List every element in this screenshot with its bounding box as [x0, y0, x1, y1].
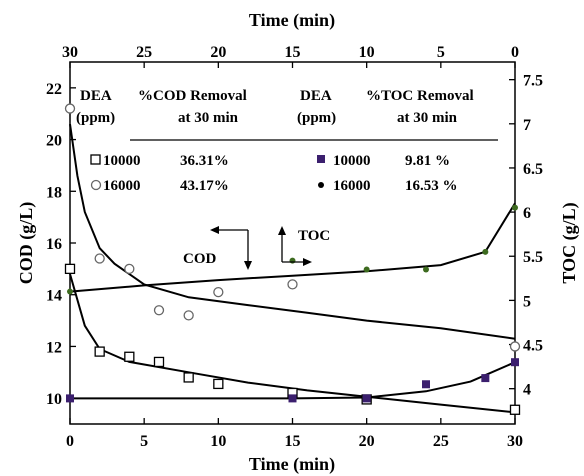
legend-filled-square-icon [317, 155, 325, 163]
arrow-left-icon [210, 226, 219, 234]
arrow-right-icon [303, 258, 312, 266]
cod-arrow-label: COD [183, 251, 217, 267]
y-right-tick-label: 4.5 [523, 338, 543, 355]
header-cod-removal-line1: %COD Removal [138, 88, 247, 104]
cod-axis-indicator: COD [183, 226, 252, 270]
data-point-toc-16000 [67, 288, 73, 295]
y-left-tick-label: 18 [46, 184, 62, 201]
x-bottom-tick-label: 5 [140, 433, 148, 450]
toc-pct-row1: 9.81 % [405, 153, 450, 169]
fit-curves [69, 123, 516, 414]
y-right-tick-label: 7.5 [523, 73, 543, 90]
header-toc-removal-line1: %TOC Removal [366, 88, 474, 104]
data-point-cod-16000 [287, 279, 298, 290]
data-point-cod-10000 [64, 263, 76, 275]
y-left-tick-label: 16 [46, 236, 62, 253]
data-point-toc-10000 [422, 380, 430, 389]
header-dea-toc-line1: DEA [300, 88, 332, 104]
y-left-tick-label: 20 [46, 133, 62, 150]
data-point-toc-10000 [66, 394, 74, 403]
y-left-tick-label: 10 [46, 391, 62, 408]
cod-pct-row2: 43.17% [180, 178, 229, 194]
header-toc-removal-line2: at 30 min [397, 110, 458, 126]
x-top-tick-label: 5 [437, 44, 445, 61]
data-point-toc-10000 [481, 374, 490, 383]
data-point-cod-16000 [213, 286, 224, 298]
x-bottom-axis-title: Time (min) [249, 454, 335, 475]
x-bottom-tick-label: 30 [507, 433, 523, 450]
x-bottom-tick-label: 15 [285, 433, 301, 450]
data-point-toc-16000 [512, 204, 518, 211]
data-point-toc-16000 [423, 266, 429, 273]
data-point-cod-16000 [509, 341, 521, 352]
y-left-tick-label: 12 [46, 339, 62, 356]
y-right-axis-title: TOC (g/L) [559, 202, 580, 283]
cod-dea-row1: 10000 [103, 153, 141, 169]
fit-curve-toc-16000 [69, 202, 516, 293]
y-right-tick-label: 5 [523, 293, 531, 310]
toc-dea-row2: 16000 [333, 178, 371, 194]
y-left-tick-label: 14 [46, 288, 62, 305]
legend-table: DEA (ppm) %COD Removal at 30 min DEA (pp… [76, 88, 498, 194]
toc-dea-row1: 10000 [333, 153, 371, 169]
x-top-tick-label: 15 [285, 44, 301, 61]
cod-pct-row1: 36.31% [180, 153, 229, 169]
data-point-toc-10000 [511, 358, 519, 367]
data-point-cod-16000 [124, 263, 135, 275]
data-points [64, 103, 521, 415]
toc-pct-row2: 16.53 % [405, 178, 458, 194]
fit-curve-cod-10000 [69, 273, 516, 414]
header-dea-cod-line1: DEA [80, 88, 112, 104]
legend-open-circle-icon [90, 179, 102, 191]
y-left-axis-title: COD (g/L) [16, 202, 37, 285]
x-top-tick-label: 30 [62, 44, 78, 61]
y-right-tick-label: 5.5 [523, 249, 543, 266]
data-point-cod-16000 [94, 253, 105, 264]
x-bottom-tick-label: 10 [210, 433, 226, 450]
y-right-tick-label: 6 [523, 205, 531, 222]
x-bottom-tick-label: 0 [66, 433, 74, 450]
header-dea-toc-line2: (ppm) [297, 110, 336, 126]
toc-arrow-label: TOC [298, 228, 330, 244]
data-point-cod-10000 [183, 372, 194, 383]
y-left-tick-label: 22 [46, 81, 62, 98]
axis-ticks: 0 5 10 15 20 25 30 30 25 20 15 10 5 0 10 12 14 16 18 20 22 4 4… [46, 44, 543, 450]
x-top-tick-label: 25 [136, 44, 152, 61]
x-bottom-tick-label: 25 [433, 433, 449, 450]
y-right-tick-label: 4 [523, 382, 531, 399]
x-bottom-tick-label: 20 [359, 433, 375, 450]
arrow-down-icon [244, 261, 252, 270]
data-point-toc-10000 [362, 394, 371, 403]
x-top-tick-label: 10 [359, 44, 375, 61]
header-cod-removal-line2: at 30 min [178, 110, 239, 126]
data-point-cod-10000 [153, 356, 165, 368]
data-point-cod-10000 [509, 404, 521, 415]
data-point-toc-16000 [482, 248, 489, 255]
fit-curve-cod-16000 [69, 123, 516, 340]
legend-open-square-icon [90, 154, 101, 165]
data-point-cod-16000 [153, 305, 165, 316]
toc-axis-indicator: TOC [278, 226, 330, 266]
data-point-cod-10000 [213, 378, 224, 390]
header-dea-cod-line2: (ppm) [76, 110, 115, 126]
x-top-axis-title: Time (min) [249, 10, 335, 31]
legend-filled-dot-icon [318, 182, 324, 188]
data-point-toc-10000 [288, 394, 297, 403]
x-top-tick-label: 20 [210, 44, 226, 61]
x-top-tick-label: 0 [511, 44, 519, 61]
data-point-cod-16000 [183, 310, 194, 321]
y-right-tick-label: 7 [523, 117, 531, 134]
data-point-cod-10000 [124, 351, 135, 362]
cod-dea-row2: 16000 [103, 178, 141, 194]
data-point-cod-10000 [94, 346, 105, 357]
arrow-up-icon [278, 226, 286, 235]
y-right-tick-label: 6.5 [523, 161, 543, 178]
data-point-toc-16000 [289, 257, 296, 264]
data-point-cod-16000 [64, 103, 76, 114]
data-point-toc-16000 [363, 266, 370, 273]
